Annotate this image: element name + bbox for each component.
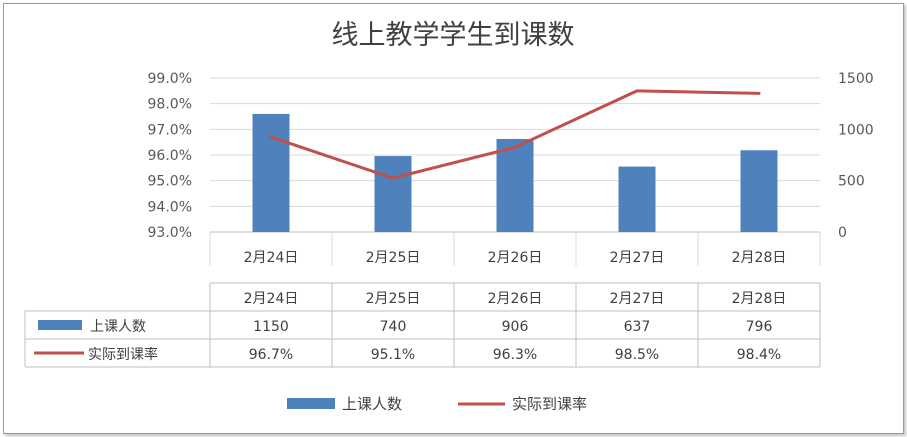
x-tick-label: 2月25日 xyxy=(366,250,421,266)
table-cell: 96.3% xyxy=(493,347,537,363)
line-point xyxy=(269,135,273,139)
y-left-tick-label: 95.0% xyxy=(148,174,192,190)
y-left-tick-label: 94.0% xyxy=(148,199,192,215)
table-header-cell: 2月28日 xyxy=(732,291,787,307)
x-tick-label: 2月26日 xyxy=(488,250,543,266)
table-cell: 96.7% xyxy=(249,347,293,363)
table-header-cell: 2月24日 xyxy=(244,291,299,307)
bar xyxy=(252,113,290,232)
line-point xyxy=(513,145,517,149)
bar xyxy=(618,166,656,232)
table-cell: 906 xyxy=(502,319,529,335)
bar xyxy=(496,138,534,232)
y-right-tick-label: 1000 xyxy=(838,122,874,138)
x-tick-label: 2月24日 xyxy=(244,250,299,266)
legend-key-bar xyxy=(287,398,335,409)
bar xyxy=(374,156,412,232)
x-tick-label: 2月28日 xyxy=(732,250,787,266)
line-point xyxy=(757,91,761,95)
table-cell: 95.1% xyxy=(371,347,415,363)
line-point xyxy=(635,89,639,93)
legend: 上课人数 实际到课率 xyxy=(287,395,587,413)
bar xyxy=(740,150,778,232)
y-left-tick-label: 99.0% xyxy=(148,71,192,87)
table-row-label: 上课人数 xyxy=(90,319,146,335)
y-right-tick-label: 0 xyxy=(838,225,847,241)
table-cell: 98.5% xyxy=(615,347,659,363)
table-cell: 637 xyxy=(624,319,651,335)
y-right-tick-label: 500 xyxy=(838,174,865,190)
table-cell: 1150 xyxy=(253,319,289,335)
legend-label: 上课人数 xyxy=(342,395,402,413)
axes: 93.0% 94.0% 95.0% 96.0% 97.0% 98.0% 99.0% 0 500 1… xyxy=(148,71,874,266)
y-left-tick-label: 98.0% xyxy=(148,97,192,113)
line-series xyxy=(269,89,761,180)
table-header-cell: 2月27日 xyxy=(610,291,665,307)
table-cell: 98.4% xyxy=(737,347,781,363)
table-cell: 796 xyxy=(746,319,773,335)
table-header-cell: 2月25日 xyxy=(366,291,421,307)
y-left-tick-label: 96.0% xyxy=(148,148,192,164)
chart-title: 线上教学学生到课数 xyxy=(332,20,575,51)
table-header-cell: 2月26日 xyxy=(488,291,543,307)
y-left-tick-label: 93.0% xyxy=(148,225,192,241)
x-tick-label: 2月27日 xyxy=(610,250,665,266)
legend-label: 实际到课率 xyxy=(512,395,587,413)
table-legend-key-bar xyxy=(38,320,82,330)
y-left-tick-label: 97.0% xyxy=(148,122,192,138)
table-row-label: 实际到课率 xyxy=(88,346,158,363)
grid xyxy=(210,77,820,233)
bar-series xyxy=(252,113,778,232)
table-cell: 740 xyxy=(380,319,407,335)
line-point xyxy=(391,176,395,180)
y-right-tick-label: 1500 xyxy=(838,71,874,87)
